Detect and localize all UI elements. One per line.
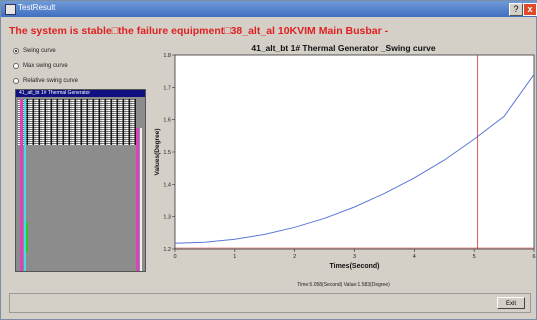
x-tick-label: 3: [353, 254, 356, 260]
radio-max-swing-curve[interactable]: [13, 63, 19, 69]
x-tick-label: 6: [532, 254, 535, 260]
x-axis-label: Times(Second): [329, 263, 379, 270]
x-tick-label: 2: [293, 254, 296, 260]
bottom-panel: [9, 293, 531, 313]
option-label: Max swing curve: [23, 63, 68, 69]
radio-swing-curve[interactable]: [13, 48, 19, 54]
help-button[interactable]: ?: [509, 3, 523, 16]
swing-curve-line: [174, 74, 535, 244]
tree-scrollbar-track[interactable]: [140, 128, 142, 271]
y-tick-label: 1.7: [163, 85, 171, 91]
x-tick-label: 5: [473, 254, 476, 260]
tree-scrollbar[interactable]: [136, 128, 139, 271]
y-tick-label: 1.5: [163, 150, 171, 156]
option-label: Swing curve: [23, 48, 56, 54]
swing-chart: 41_alt_bt 1# Thermal Generator _Swing cu…: [151, 41, 536, 291]
stability-status-message: The system is stable□the failure equipme…: [9, 25, 389, 37]
x-tick-label: 4: [413, 254, 416, 260]
tree-items-garbled[interactable]: [18, 99, 136, 145]
title-bar[interactable]: TestResult ? x: [1, 1, 537, 17]
close-button[interactable]: x: [523, 3, 537, 16]
x-tick-label: 0: [173, 254, 176, 260]
y-tick-label: 1.8: [163, 53, 171, 59]
y-tick-label: 1.4: [163, 182, 171, 188]
cursor-readout: Time:5.058(Second) Value:1.583(Degree): [297, 282, 390, 288]
option-label: Relative swing curve: [23, 78, 79, 84]
y-tick-label: 1.2: [163, 247, 171, 253]
tree-selected-item[interactable]: 41_alt_bt 1# Thermal Generator: [16, 90, 145, 97]
chart-title: 41_alt_bt 1# Thermal Generator _Swing cu…: [251, 43, 436, 53]
window-title: TestResult: [18, 3, 56, 12]
chart-canvas[interactable]: 0 1 2 3 4 5 6 1.2 1.3 1.4 1.5 1.6 1.7 1.8 Times(Second…: [151, 41, 536, 291]
y-tick-label: 1.3: [163, 215, 171, 221]
x-tick-label: 1: [233, 254, 236, 260]
tree-marker: [26, 222, 28, 252]
tree-scroll-marker: [20, 99, 23, 271]
y-tick-label: 1.6: [163, 118, 171, 124]
app-icon: [5, 4, 16, 15]
radio-relative-swing-curve[interactable]: [13, 78, 19, 84]
plot-area: [174, 54, 535, 250]
equipment-tree[interactable]: 41_alt_bt 1# Thermal Generator: [15, 89, 146, 272]
tree-scroll-marker: [24, 99, 26, 271]
y-axis-label: Values(Degree): [154, 129, 161, 176]
exit-button[interactable]: Exit: [497, 297, 525, 309]
